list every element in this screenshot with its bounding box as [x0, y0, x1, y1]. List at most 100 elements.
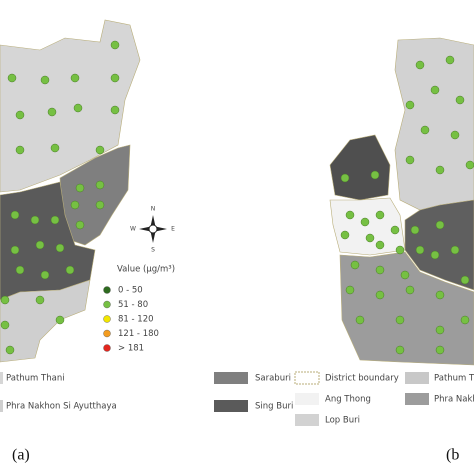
panel-label: (b [446, 447, 459, 464]
station [50, 215, 60, 225]
station [395, 315, 405, 325]
legend-label: Phra Nakhon Si Ayutthaya [6, 402, 117, 412]
station [95, 200, 105, 210]
legend-label: 51 - 80 [118, 300, 148, 310]
station [400, 270, 410, 280]
station [350, 260, 360, 270]
station [35, 240, 45, 250]
station [410, 225, 420, 235]
station [415, 60, 425, 70]
legend-label: Pathum Th [434, 374, 474, 384]
region [404, 199, 474, 291]
station [340, 173, 350, 183]
station [365, 233, 375, 243]
station [30, 215, 40, 225]
compass-e: E [171, 226, 175, 233]
swatch [214, 372, 248, 384]
station [390, 225, 400, 235]
station [340, 230, 350, 240]
station [7, 73, 17, 83]
station [405, 285, 415, 295]
station [420, 125, 430, 135]
value-legend: 0 - 50 51 - 80 81 - 120 121 - 180 > 181 [103, 286, 159, 354]
station [10, 245, 20, 255]
legend-label: Lop Buri [325, 416, 360, 426]
station [375, 210, 385, 220]
station [50, 143, 60, 153]
station [415, 245, 425, 255]
map-b [329, 37, 474, 366]
legend-dot [103, 315, 111, 323]
region [0, 279, 91, 363]
station [75, 183, 85, 193]
compass-s: S [151, 247, 155, 254]
map-a [0, 19, 141, 363]
station [405, 155, 415, 165]
legend-label: Sing Buri [255, 402, 293, 412]
station [395, 245, 405, 255]
station [70, 200, 80, 210]
station [465, 160, 474, 170]
legend-label: Pathum Thani [6, 374, 65, 384]
station [395, 345, 405, 355]
compass: N S E W [130, 206, 175, 254]
station [455, 95, 465, 105]
legend-label: Saraburi [255, 374, 291, 384]
legend-title: Value (μg/m³) [117, 265, 175, 275]
stations [0, 40, 474, 355]
station [360, 217, 370, 227]
legend-dot [103, 300, 111, 309]
legend-label: > 181 [118, 344, 144, 354]
legend-dot [103, 344, 111, 352]
station [450, 130, 460, 140]
panel-label: (a) [12, 447, 30, 464]
station [460, 315, 470, 325]
station [55, 315, 65, 325]
station [435, 165, 445, 175]
station [375, 240, 385, 250]
station [370, 170, 380, 180]
station [35, 295, 45, 305]
station [10, 210, 20, 220]
station [0, 320, 10, 330]
legend-dot [103, 286, 111, 294]
legend-label: Phra Nakh [434, 395, 474, 405]
station [430, 85, 440, 95]
station [110, 105, 120, 115]
station [15, 145, 25, 155]
swatch [214, 400, 248, 412]
legend-label: 81 - 120 [118, 315, 154, 325]
station [40, 75, 50, 85]
station [435, 345, 445, 355]
station [15, 265, 25, 275]
station [355, 315, 365, 325]
station [40, 270, 50, 280]
station [0, 295, 10, 305]
swatch [0, 372, 3, 384]
legend-label: Ang Thong [325, 395, 371, 405]
station [435, 325, 445, 335]
legend-label: 0 - 50 [118, 286, 143, 296]
legend-label: District boundary [325, 374, 399, 384]
swatch [294, 371, 320, 385]
station [5, 345, 15, 355]
region [329, 134, 391, 201]
station [450, 245, 460, 255]
station [55, 243, 65, 253]
station [95, 145, 105, 155]
legend-dot [103, 329, 111, 338]
legend-label: 121 - 180 [118, 329, 159, 339]
station [70, 73, 80, 83]
station [445, 55, 455, 65]
station [95, 180, 105, 190]
station [345, 285, 355, 295]
station [15, 110, 25, 120]
region [0, 19, 141, 193]
swatch [295, 414, 319, 426]
station [73, 103, 83, 113]
station [375, 265, 385, 275]
compass-w: W [130, 226, 136, 233]
station [110, 40, 120, 50]
station [47, 107, 57, 117]
station [65, 265, 75, 275]
